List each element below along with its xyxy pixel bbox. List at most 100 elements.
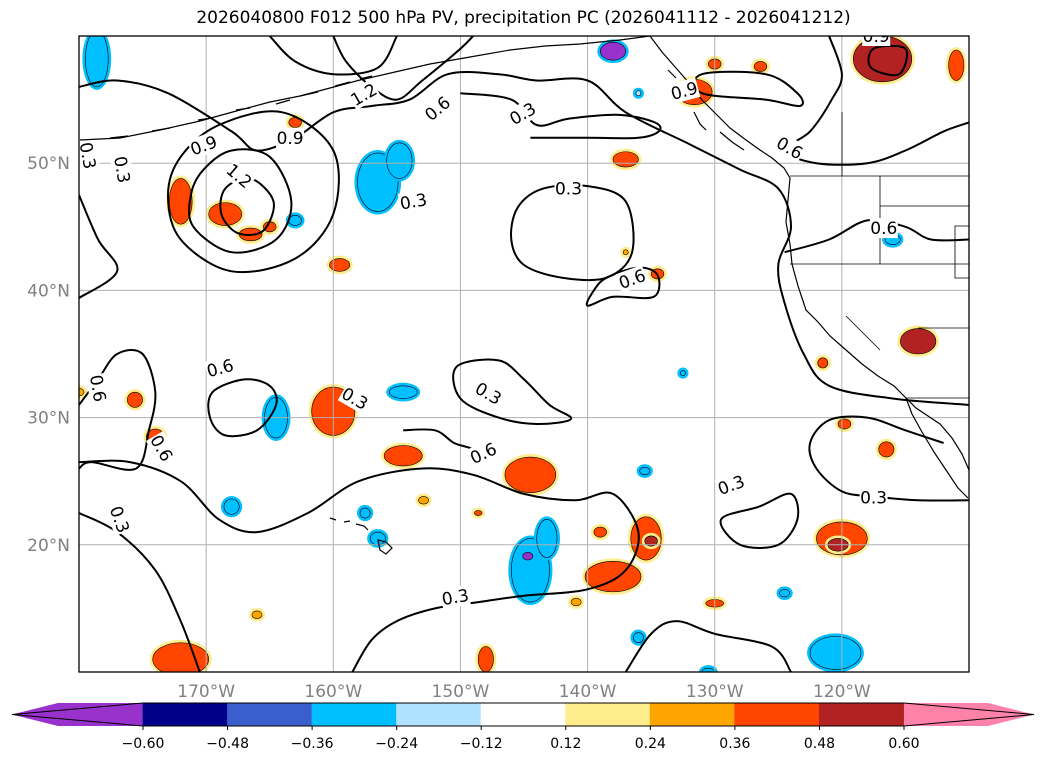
lat-tick-label: 50°N — [27, 154, 70, 174]
precip-cell — [593, 526, 607, 538]
precip-cell — [386, 142, 413, 179]
contour-label-bg — [668, 77, 701, 104]
contour-label-bg — [439, 584, 471, 610]
contour-label-bg — [869, 218, 898, 239]
colorbar-band — [818, 703, 904, 726]
pv-contour — [719, 492, 800, 549]
lon-tick-label: 160°W — [304, 682, 362, 702]
colorbar-band — [480, 703, 566, 726]
colorbar-band — [227, 703, 313, 726]
contour-label: 0.3 — [714, 470, 748, 500]
pv-contour — [452, 358, 573, 426]
contour-label: 0.3 — [554, 178, 583, 200]
contour-label-text: 0.3 — [109, 155, 133, 185]
precip-cell — [477, 646, 494, 672]
contour-label-bg — [471, 377, 506, 410]
contour-label: 0.6 — [869, 218, 898, 239]
contour-label-bg — [772, 132, 807, 164]
contour-label-text: 0.9 — [277, 129, 304, 149]
colorbar-label: 0.48 — [804, 736, 835, 752]
pv-contours — [79, 36, 969, 672]
coastline-mexico — [905, 397, 969, 471]
colorbar-label: −0.24 — [375, 736, 418, 752]
lon-tick-label: 170°W — [177, 682, 235, 702]
contour-label-bg — [420, 91, 455, 126]
contour-label-text: 0.6 — [870, 219, 897, 239]
pv-contour — [867, 44, 909, 77]
precip-cell — [639, 466, 651, 476]
precip-cell — [878, 441, 895, 458]
precip-cell — [809, 636, 862, 670]
pv-contour — [693, 70, 804, 108]
precip-cell — [612, 151, 639, 168]
colorbar-label: −0.12 — [460, 736, 503, 752]
contour-label-bg — [85, 372, 111, 404]
contour-label-bg — [615, 264, 649, 294]
contour-label-bg — [862, 36, 891, 46]
contour-label-bg — [337, 382, 373, 415]
precip-cell — [779, 589, 791, 598]
contour-label-bg — [505, 97, 540, 130]
lon-tick-label: 120°W — [813, 682, 871, 702]
precip-cell — [383, 445, 423, 467]
colorbar-band — [311, 703, 397, 726]
precip-cell — [701, 667, 716, 672]
contour-label-bg — [187, 131, 221, 160]
contour-label-bg — [203, 354, 237, 382]
contour-label-bg — [466, 438, 501, 469]
contour-label: 0.9 — [862, 36, 891, 47]
contour-label-bg — [397, 189, 429, 214]
contour-label: 0.3 — [109, 154, 135, 186]
precip-cell — [168, 178, 193, 225]
colorbar-extend-high — [903, 703, 1034, 726]
contour-label: 0.3 — [397, 189, 429, 215]
colorbar-band — [396, 703, 482, 726]
precip-cell — [474, 510, 483, 516]
precip-cell — [599, 42, 627, 61]
map-title: 2026040800 F012 500 hPa PV, precipitatio… — [196, 8, 851, 28]
contour-label: 0.6 — [85, 372, 111, 404]
precipitation-shading — [79, 36, 967, 672]
colorbar-band — [142, 703, 228, 726]
colorbar-band — [565, 703, 651, 726]
contour-label: 0.3 — [439, 584, 471, 610]
precip-cell — [817, 357, 829, 369]
pv-contour — [332, 36, 474, 101]
pv-contour — [808, 415, 969, 502]
precip-cell — [504, 456, 557, 493]
contour-label-bg — [554, 178, 583, 199]
contour-label-bg — [105, 502, 134, 536]
pv-contour — [79, 349, 157, 471]
contour-label-bg — [222, 159, 257, 193]
pv-contour — [79, 71, 969, 406]
precip-cell — [633, 632, 644, 644]
borders — [790, 112, 969, 399]
precip-cell — [152, 642, 209, 672]
axis-ticks: 170°W 160°W 150°W 140°W 130°W 120°W 20°N 30°N 40… — [27, 154, 871, 702]
contour-label-bg — [145, 430, 178, 466]
pv-contour — [268, 36, 398, 76]
precip-cell — [79, 388, 85, 397]
coastline-bc — [649, 36, 791, 179]
colorbar-label: −0.48 — [206, 736, 249, 752]
contour-label-text: 0.6 — [85, 373, 109, 403]
lon-tick-label: 140°W — [559, 682, 617, 702]
precip-cell — [635, 90, 642, 97]
contour-label: 0.9 — [668, 77, 701, 105]
colorbar-band — [649, 703, 735, 726]
precip-cell — [622, 249, 629, 256]
precip-cell — [85, 36, 109, 88]
contour-label: 0.3 — [859, 487, 888, 509]
precip-cell — [127, 391, 143, 408]
contour-label-bg — [346, 78, 381, 111]
precip-cell — [948, 49, 965, 81]
precip-cell — [329, 258, 351, 272]
precip-cell — [208, 202, 243, 226]
contour-label-text: 0.3 — [399, 190, 429, 214]
colorbar-label: −0.36 — [291, 736, 334, 752]
precip-cell — [570, 597, 582, 607]
lat-tick-label: 30°N — [27, 409, 70, 429]
pv-contour — [207, 378, 278, 438]
contour-label: 0.9 — [276, 127, 305, 149]
